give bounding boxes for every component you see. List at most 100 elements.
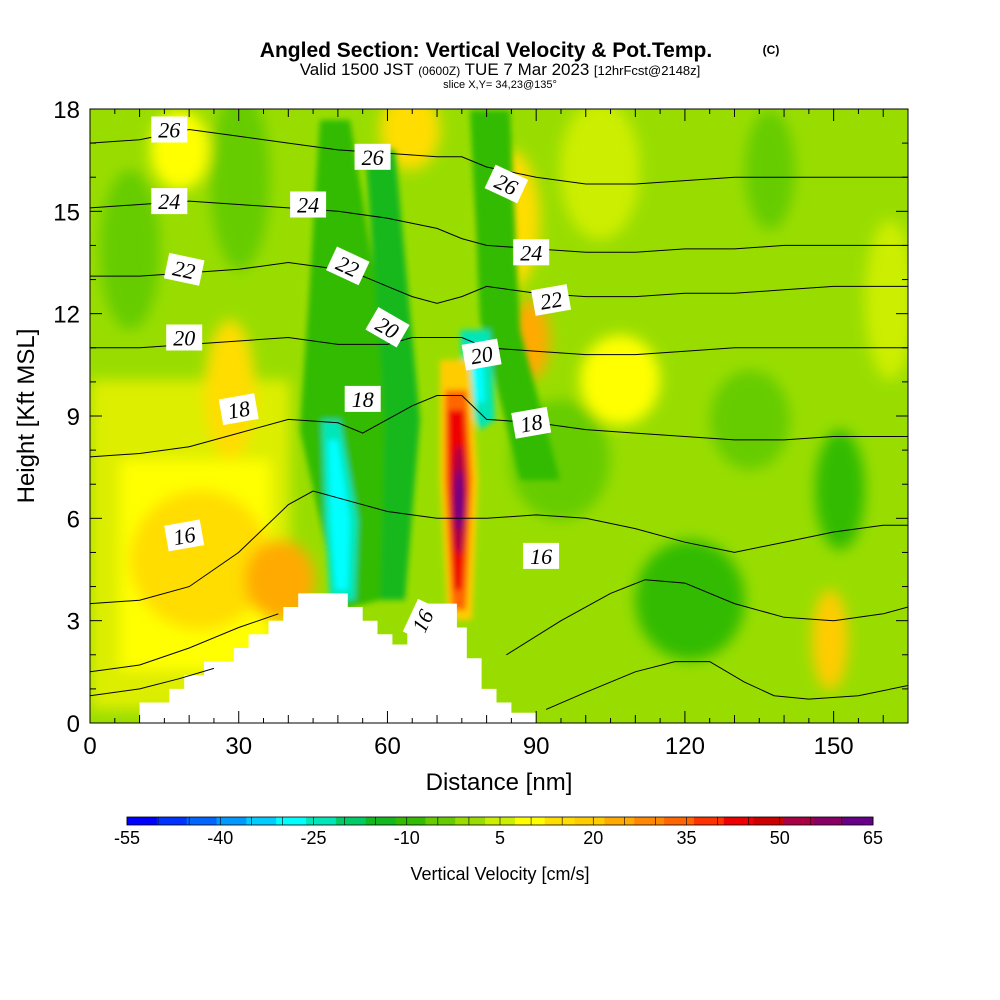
y-tick-label: 15 bbox=[53, 199, 80, 226]
contour-label: 24 bbox=[513, 239, 550, 266]
chart-title: Angled Section: Vertical Velocity & Pot.… bbox=[260, 39, 712, 62]
field-patch bbox=[812, 590, 848, 690]
x-tick-label: 60 bbox=[374, 733, 401, 760]
colorbar-swatch bbox=[246, 817, 277, 825]
y-tick-label: 12 bbox=[53, 302, 80, 329]
colorbar-swatch bbox=[664, 817, 695, 825]
field-patch bbox=[455, 470, 463, 530]
x-tick-label: 0 bbox=[83, 733, 96, 760]
subtitle-zulu: (0600Z) bbox=[418, 64, 460, 78]
field-patch bbox=[815, 430, 865, 550]
field-patch bbox=[635, 540, 745, 660]
colorbar-tick-label: -25 bbox=[300, 828, 326, 848]
contour-label-box bbox=[325, 246, 370, 286]
contour-label-box bbox=[513, 239, 550, 266]
contour-line-22 bbox=[90, 261, 908, 304]
contour-label-text: 26 bbox=[362, 145, 384, 170]
field-patch bbox=[745, 110, 795, 230]
contour-label: 26 bbox=[354, 143, 391, 170]
y-axis-label: Height [Kft MSL] bbox=[13, 329, 40, 504]
colorbar-swatch bbox=[395, 817, 426, 825]
colorbar-swatch bbox=[425, 817, 456, 825]
contour-label-box bbox=[531, 284, 572, 316]
field-patch bbox=[328, 440, 350, 590]
contour-label-box bbox=[511, 406, 552, 439]
terrain-mask bbox=[139, 593, 537, 723]
colorbar-swatch bbox=[216, 817, 247, 825]
field-patch bbox=[130, 490, 270, 630]
contour-label: 18 bbox=[511, 406, 552, 439]
colorbar-swatch bbox=[843, 817, 874, 825]
contour-label-box bbox=[344, 385, 381, 412]
x-axis-label: Distance [nm] bbox=[426, 769, 573, 796]
field-patch bbox=[580, 335, 660, 425]
colorbar-tick-label: -55 bbox=[114, 828, 140, 848]
contour-line-26 bbox=[90, 128, 908, 185]
contour-line-14 bbox=[506, 579, 908, 656]
colorbar-swatch bbox=[306, 817, 337, 825]
colorbar-tick-label: -40 bbox=[207, 828, 233, 848]
contour-label-box bbox=[218, 393, 259, 426]
field-patch bbox=[560, 109, 640, 240]
colorbar: -55 -40 -25 -10 5 20 35 50 65 bbox=[114, 816, 883, 848]
y-tick-label: 18 bbox=[53, 97, 80, 124]
contour-label: 22 bbox=[325, 246, 370, 286]
chart-title-suffix: (C) bbox=[763, 43, 780, 57]
contour-label: 26 bbox=[151, 116, 188, 143]
contour-label-text: 24 bbox=[158, 189, 180, 214]
colorbar-swatch bbox=[276, 817, 307, 825]
colorbar-label: Vertical Velocity [cm/s] bbox=[410, 864, 589, 884]
subtitle-valid: Valid 1500 JST bbox=[300, 60, 414, 79]
theta-contours bbox=[90, 128, 908, 710]
contour-label: 22 bbox=[531, 284, 572, 316]
contour-label: 18 bbox=[344, 385, 381, 412]
contour-label-text: 22 bbox=[171, 255, 198, 284]
x-tick-label: 120 bbox=[665, 733, 705, 760]
contour-label-box bbox=[163, 252, 205, 286]
colorbar-swatch bbox=[634, 817, 665, 825]
colorbar-swatch bbox=[753, 817, 784, 825]
field-patch bbox=[245, 540, 315, 620]
contour-line-18 bbox=[90, 395, 908, 458]
field-patch bbox=[865, 220, 908, 380]
field-patch bbox=[365, 150, 420, 600]
contour-label-box bbox=[354, 143, 391, 170]
contour-label: 22 bbox=[163, 252, 205, 286]
contour-label-text: 20 bbox=[469, 341, 495, 369]
field-patch bbox=[470, 110, 560, 480]
colorbar-swatch bbox=[127, 817, 158, 825]
colorbar-tick-label: 65 bbox=[863, 828, 883, 848]
contour-label-box bbox=[151, 116, 188, 143]
contour-line-12 bbox=[545, 661, 908, 710]
slice-label: slice X,Y= 34,23@135° bbox=[443, 79, 557, 91]
contour-label-text: 26 bbox=[158, 118, 180, 143]
contour-line-20 bbox=[90, 336, 908, 356]
contour-label: 16 bbox=[402, 598, 442, 643]
contour-label-box bbox=[290, 191, 327, 218]
contour-label-box bbox=[166, 324, 203, 351]
subtitle-forecast: [12hrFcst@2148z] bbox=[594, 63, 700, 78]
colorbar-swatch bbox=[455, 817, 486, 825]
contour-label: 18 bbox=[218, 393, 259, 426]
contour-label: 20 bbox=[461, 338, 502, 371]
contour-label-text: 16 bbox=[171, 522, 197, 550]
x-tick-label: 30 bbox=[225, 733, 252, 760]
contour-label-text: 20 bbox=[173, 326, 195, 351]
contour-label: 20 bbox=[166, 324, 203, 351]
contour-label-text: 24 bbox=[297, 193, 319, 218]
colorbar-swatch bbox=[544, 817, 576, 825]
contour-label-box bbox=[164, 519, 205, 552]
x-axis: 0 30 60 90 120 150 bbox=[83, 109, 909, 760]
chart-title-group: Angled Section: Vertical Velocity & Pot.… bbox=[260, 39, 780, 91]
plot-area bbox=[90, 109, 908, 723]
contour-label: 16 bbox=[523, 542, 560, 569]
contour-label-text: 24 bbox=[520, 240, 542, 265]
contour-line-12 bbox=[90, 667, 215, 697]
contour-label-box bbox=[523, 542, 560, 569]
contour-label-box bbox=[151, 188, 188, 215]
contour-label-text: 22 bbox=[538, 286, 564, 314]
colorbar-tick-label: -10 bbox=[394, 828, 420, 848]
colorbar-swatch bbox=[813, 817, 844, 825]
